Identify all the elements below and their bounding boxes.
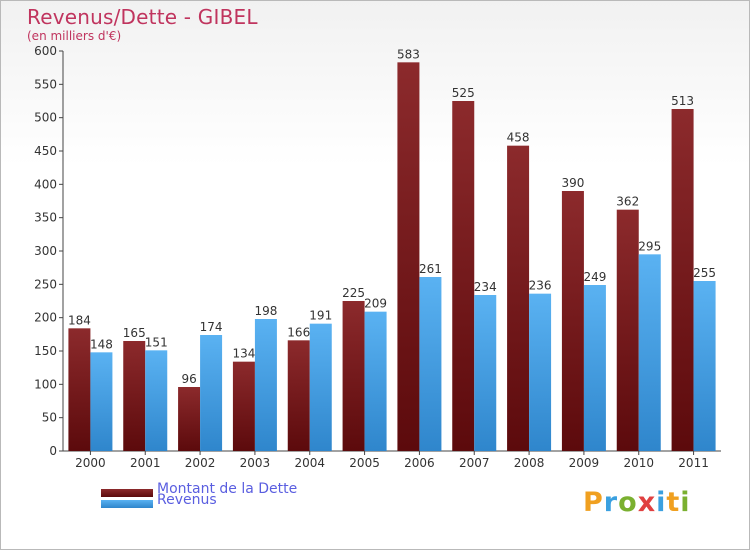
y-tick-label: 400 xyxy=(34,177,57,191)
data-label-debt: 165 xyxy=(123,326,146,340)
y-tick-label: 350 xyxy=(34,211,57,225)
data-label-revenus: 261 xyxy=(419,262,442,276)
data-label-debt: 458 xyxy=(507,131,530,145)
x-tick-label: 2006 xyxy=(404,456,435,470)
y-tick-label: 450 xyxy=(34,144,57,158)
logo-letter: o xyxy=(618,487,638,518)
bar-debt xyxy=(287,340,310,451)
y-tick-label: 250 xyxy=(34,277,57,291)
bar-debt xyxy=(616,209,639,451)
data-label-revenus: 236 xyxy=(529,279,552,293)
data-label-revenus: 148 xyxy=(90,337,113,351)
y-tick-label: 200 xyxy=(34,311,57,325)
logo-letter: i xyxy=(680,487,691,518)
bar-revenus xyxy=(364,311,387,451)
y-tick-label: 0 xyxy=(49,444,57,458)
x-tick-label: 2003 xyxy=(240,456,271,470)
bar-revenus xyxy=(309,323,332,451)
bar-debt xyxy=(123,341,146,451)
bar-revenus xyxy=(145,350,168,451)
data-label-revenus: 234 xyxy=(474,280,497,294)
x-axis: 2000 2001 2002 2003 2004 2005 2006 2007 2008 2009… xyxy=(63,450,721,470)
x-tick-label: 2000 xyxy=(75,456,106,470)
bar-revenus xyxy=(638,254,661,451)
x-tick-label: 2010 xyxy=(623,456,654,470)
data-label-debt: 96 xyxy=(181,372,196,386)
legend-swatch-revenus xyxy=(101,500,153,508)
x-tick-label: 2001 xyxy=(130,456,161,470)
y-tick-label: 600 xyxy=(34,44,57,58)
y-tick-label: 150 xyxy=(34,344,57,358)
x-tick-label: 2004 xyxy=(294,456,325,470)
data-label-debt: 513 xyxy=(671,94,694,108)
legend-label-revenus: Revenus xyxy=(157,492,217,508)
data-label-revenus: 151 xyxy=(145,335,168,349)
bar-revenus xyxy=(474,295,497,451)
bar-debt xyxy=(452,101,475,451)
y-tick-label: 300 xyxy=(34,244,57,258)
data-label-debt: 184 xyxy=(68,313,91,327)
logo-letter: t xyxy=(666,487,681,518)
x-tick-label: 2008 xyxy=(514,456,545,470)
chart-title: Revenus/Dette - GIBEL xyxy=(27,5,258,29)
bar-debt xyxy=(507,145,530,451)
data-label-revenus: 249 xyxy=(583,270,606,284)
bar-debt xyxy=(232,361,255,451)
x-tick-label: 2007 xyxy=(459,456,490,470)
data-label-revenus: 198 xyxy=(254,304,277,318)
logo-letter: x xyxy=(637,487,657,518)
chart-subtitle: (en milliers d'€) xyxy=(27,29,122,43)
legend-label-debt: Montant de la Dette xyxy=(157,481,298,497)
bars xyxy=(68,62,716,451)
x-tick-label: 2009 xyxy=(569,456,600,470)
bar-debt xyxy=(178,387,201,451)
bar-debt xyxy=(342,301,365,451)
y-tick-label: 500 xyxy=(34,111,57,125)
logo-letter: P xyxy=(583,487,604,518)
bar-debt xyxy=(671,109,694,451)
data-label-revenus: 174 xyxy=(200,320,223,334)
data-label-revenus: 209 xyxy=(364,297,387,311)
data-label-debt: 166 xyxy=(287,325,310,339)
y-axis: 0 50 100 150 200 250 300 350 400 450 500 550 600 xyxy=(34,44,64,458)
x-tick-label: 2011 xyxy=(678,456,709,470)
bar-revenus xyxy=(583,285,606,451)
data-label-debt: 583 xyxy=(397,47,420,61)
data-label-revenus: 191 xyxy=(309,309,332,323)
y-tick-label: 50 xyxy=(42,411,57,425)
bar-debt xyxy=(397,62,420,451)
bar-revenus xyxy=(529,293,552,451)
data-label-revenus: 295 xyxy=(638,239,661,253)
bar-revenus xyxy=(200,335,223,451)
logo-letter: r xyxy=(603,487,619,518)
x-tick-label: 2002 xyxy=(185,456,216,470)
data-label-debt: 525 xyxy=(452,86,475,100)
data-label-debt: 134 xyxy=(232,347,255,361)
legend-swatch-debt xyxy=(101,489,153,497)
bar-revenus xyxy=(254,319,277,451)
bar-debt xyxy=(68,328,91,451)
data-label-debt: 390 xyxy=(561,176,584,190)
bar-debt xyxy=(561,191,584,451)
x-tick-label: 2005 xyxy=(349,456,380,470)
data-label-revenus: 255 xyxy=(693,266,716,280)
y-tick-label: 550 xyxy=(34,77,57,91)
y-tick-label: 100 xyxy=(34,377,57,391)
data-label-debt: 225 xyxy=(342,286,365,300)
logo-letter: i xyxy=(656,487,667,518)
proxiti-logo: Proxiti xyxy=(583,487,691,518)
data-label-debt: 362 xyxy=(616,195,639,209)
bar-revenus xyxy=(693,281,716,451)
bar-revenus xyxy=(419,277,442,451)
bar-revenus xyxy=(90,352,113,451)
